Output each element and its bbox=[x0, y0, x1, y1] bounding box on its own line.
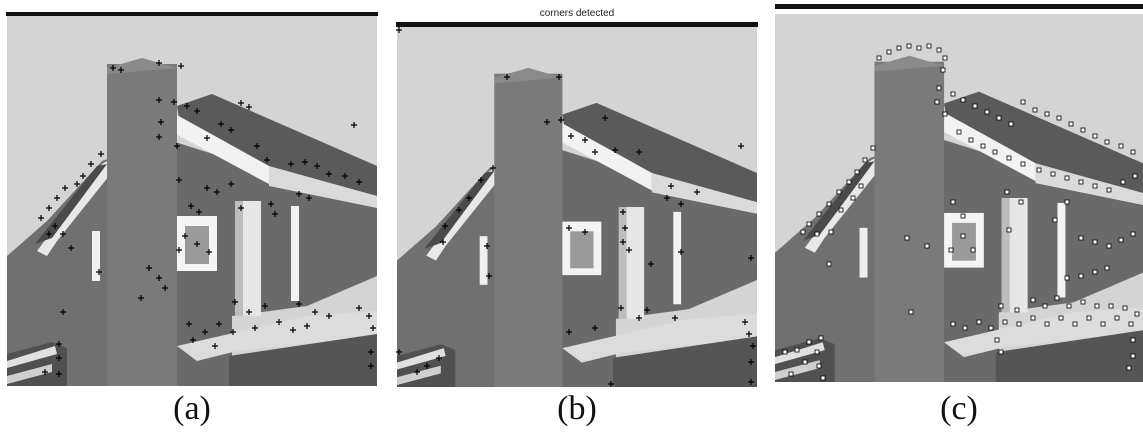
corner-markers bbox=[396, 27, 756, 387]
panel-a: (a) bbox=[6, 12, 378, 427]
caption-b: (b) bbox=[557, 390, 597, 427]
panel-c: (c) bbox=[775, 4, 1143, 427]
house-image-b bbox=[396, 22, 758, 387]
top-border bbox=[6, 12, 378, 16]
caption-a: (a) bbox=[173, 390, 211, 427]
panel-b: corners detected (b) bbox=[396, 8, 758, 427]
corner-markers bbox=[38, 60, 376, 377]
panel-title-b: corners detected bbox=[539, 8, 615, 19]
corner-markers bbox=[782, 43, 1140, 381]
house-image-c bbox=[775, 4, 1143, 382]
top-border bbox=[775, 4, 1143, 9]
house-image-a bbox=[6, 12, 378, 386]
caption-c: (c) bbox=[940, 390, 978, 427]
top-border bbox=[396, 22, 758, 27]
